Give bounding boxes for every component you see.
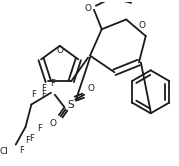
Text: F: F [41, 90, 45, 99]
Text: O: O [56, 46, 63, 55]
Text: Cl: Cl [0, 147, 8, 156]
Text: F: F [31, 90, 36, 99]
Text: S: S [67, 99, 74, 110]
Text: F: F [41, 84, 45, 93]
Text: F: F [19, 146, 24, 155]
Text: O: O [84, 4, 92, 13]
Text: F: F [50, 79, 55, 87]
Text: O: O [88, 84, 95, 93]
Text: O: O [49, 119, 56, 128]
Text: O: O [138, 21, 145, 30]
Text: F: F [37, 124, 42, 133]
Text: F: F [29, 134, 34, 143]
Text: F: F [25, 136, 30, 145]
